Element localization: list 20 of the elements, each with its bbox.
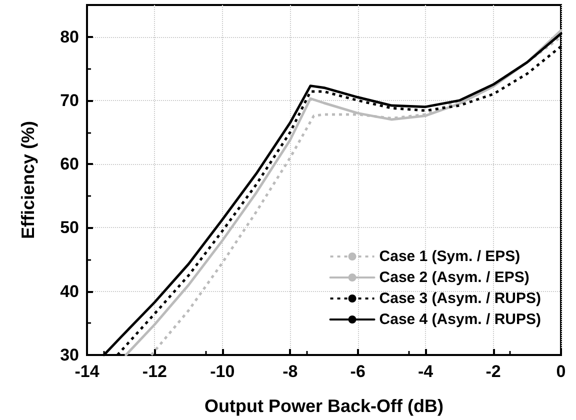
x-tick-label: -10 — [210, 362, 235, 381]
y-tick-label: 70 — [60, 90, 79, 110]
x-tick-label: -14 — [74, 362, 100, 381]
legend-label: Case 4 (Asym. / RUPS) — [379, 311, 542, 328]
y-tick-label: 40 — [60, 282, 79, 301]
y-tick-label: 60 — [60, 154, 79, 174]
x-tick-label: -2 — [486, 362, 501, 381]
y-axis-title: Efficiency (%) — [18, 120, 38, 240]
x-tick-label: -12 — [142, 362, 168, 381]
y-tick-label: 50 — [60, 218, 79, 238]
y-tick-label: 30 — [60, 346, 79, 364]
x-tick-label: -4 — [418, 362, 434, 381]
legend-label: Case 2 (Asym. / EPS) — [379, 269, 530, 286]
x-tick-label: -8 — [282, 362, 298, 381]
legend-label: Case 1 (Sym. / EPS) — [379, 248, 520, 265]
x-axis-title: Output Power Back-Off (dB) — [204, 396, 444, 416]
x-tick-label: 0 — [556, 362, 566, 381]
y-tick-label: 80 — [60, 27, 79, 46]
legend-label: Case 3 (Asym. / RUPS) — [379, 290, 542, 307]
x-tick-label: -6 — [350, 362, 366, 381]
